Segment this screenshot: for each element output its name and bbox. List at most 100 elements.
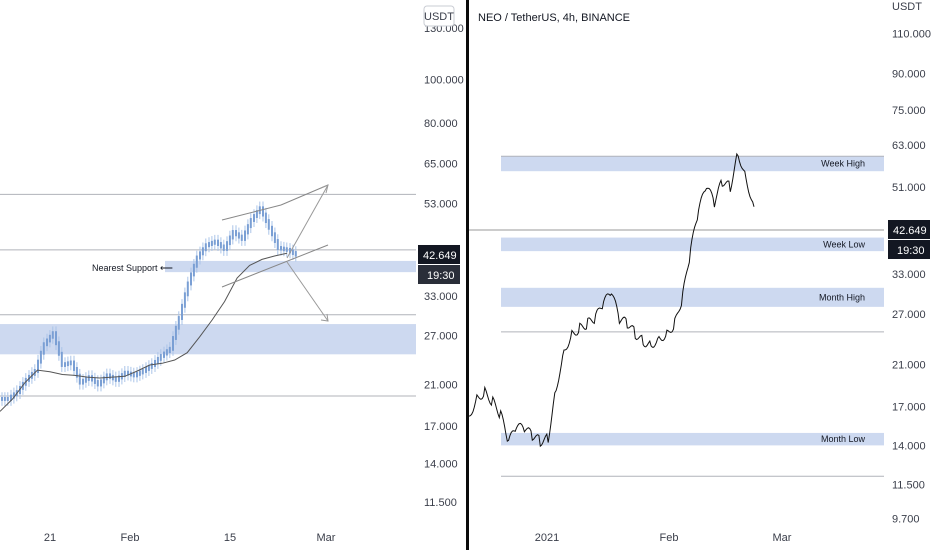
currency-button[interactable] <box>423 5 455 27</box>
projection-down-arrowhead <box>320 313 329 322</box>
candle <box>249 218 252 229</box>
candle <box>123 370 126 378</box>
candle <box>219 242 222 249</box>
candle <box>168 346 171 354</box>
candle <box>231 230 234 240</box>
pane-divider[interactable] <box>466 0 469 550</box>
candle <box>10 394 12 401</box>
price-tag-value: 42.649 <box>423 250 457 262</box>
y-tick-label: 63.000 <box>892 140 926 152</box>
left-chart[interactable]: Nearest Support ⟵ 130.000 100.000 80.000 65… <box>0 0 466 550</box>
candle <box>127 370 129 376</box>
candle <box>183 292 186 308</box>
currency-label: USDT <box>892 1 922 13</box>
candle <box>255 210 258 218</box>
candle <box>163 351 165 358</box>
candle <box>84 377 87 383</box>
countdown-tag <box>418 265 460 284</box>
zone-month-high[interactable] <box>501 287 884 307</box>
countdown-value: 19:30 <box>897 245 925 257</box>
y-tick-label: 21.000 <box>892 359 926 371</box>
candle <box>141 369 144 375</box>
projection-up-arrow[interactable] <box>286 184 329 259</box>
candle <box>201 247 204 256</box>
candle <box>39 350 42 364</box>
candle <box>3 397 6 401</box>
candle <box>51 331 54 339</box>
candle <box>19 385 21 395</box>
candle <box>195 255 198 268</box>
y-tick-label: 130.000 <box>424 23 464 35</box>
right-chart-pane[interactable]: Week High Week Low Month High Month Low NEO… <box>469 0 932 550</box>
candle <box>237 232 240 239</box>
price-tag <box>888 220 930 239</box>
candle <box>204 243 207 252</box>
candle <box>213 239 216 245</box>
y-tick-label: 100.000 <box>424 74 464 86</box>
candle <box>282 246 285 252</box>
candle <box>264 212 267 224</box>
candle <box>181 303 183 320</box>
x-tick-label: 21 <box>44 532 56 544</box>
candle <box>294 251 297 257</box>
y-tick-label: 9.700 <box>892 514 920 526</box>
channel-upper-line[interactable] <box>221 204 282 221</box>
y-tick-label: 65.000 <box>424 159 458 171</box>
right-chart[interactable]: Week High Week Low Month High Month Low NEO… <box>469 0 932 550</box>
candle <box>210 240 213 246</box>
x-tick-label: 2021 <box>535 532 559 544</box>
candle <box>66 361 69 367</box>
y-tick-label: 33.000 <box>424 291 458 303</box>
candle <box>235 230 237 237</box>
zone-label: Week Low <box>823 239 865 249</box>
projection-down-arrow[interactable] <box>286 261 329 322</box>
y-tick-label: 27.000 <box>424 330 458 342</box>
candle <box>91 375 93 382</box>
candle <box>150 363 153 369</box>
zone-week-low[interactable] <box>501 237 884 252</box>
candle <box>48 334 51 343</box>
zone-label: Month High <box>819 292 865 302</box>
y-tick-label: 51.000 <box>892 182 926 194</box>
y-tick-label: 90.000 <box>892 68 926 80</box>
y-tick-label: 17.000 <box>424 421 458 433</box>
candle <box>46 338 48 347</box>
candle <box>147 365 150 371</box>
candle <box>280 246 282 251</box>
candle <box>37 359 39 373</box>
candle <box>222 244 225 251</box>
candle <box>6 397 9 401</box>
candle <box>109 373 111 379</box>
candle <box>55 331 57 346</box>
price-line <box>469 152 755 448</box>
candle <box>291 249 294 255</box>
candle <box>138 370 141 376</box>
candle <box>118 375 120 382</box>
candle <box>60 351 63 367</box>
candle <box>132 372 135 378</box>
channel-upper-extension[interactable] <box>280 184 329 206</box>
zone-week-high[interactable] <box>501 156 884 172</box>
candle <box>12 392 15 399</box>
candle <box>165 349 168 356</box>
candle <box>276 239 279 250</box>
y-tick-label: 21.000 <box>424 379 458 391</box>
candle <box>105 373 108 381</box>
candle <box>253 214 255 222</box>
candle <box>217 239 219 246</box>
candle <box>42 342 45 355</box>
channel-lower-line[interactable] <box>221 244 329 288</box>
candle <box>69 360 72 366</box>
candle <box>75 367 78 378</box>
candle <box>102 376 105 384</box>
zone-month-low[interactable] <box>501 432 884 446</box>
left-chart-pane[interactable]: Nearest Support ⟵ 130.000 100.000 80.000 65… <box>0 0 466 550</box>
demand-zone[interactable] <box>0 324 416 355</box>
candle <box>172 336 174 351</box>
candle <box>154 359 156 367</box>
price-tag-value: 42.649 <box>893 225 927 237</box>
candle <box>87 375 90 381</box>
candle <box>262 206 264 217</box>
y-tick-label: 14.000 <box>424 459 458 471</box>
y-tick-label: 80.000 <box>424 118 458 130</box>
